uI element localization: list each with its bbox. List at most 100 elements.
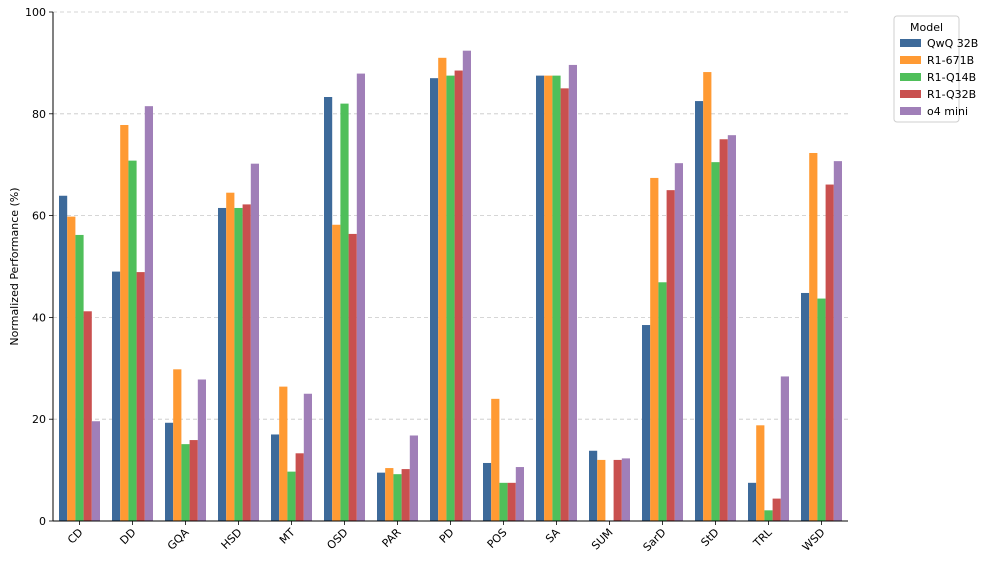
bar — [462, 50, 471, 522]
x-tick-label: SarD — [641, 526, 669, 554]
x-tick-label: GQA — [165, 526, 192, 553]
bar — [128, 160, 137, 522]
bar — [568, 64, 577, 521]
bar — [271, 434, 280, 521]
bar — [507, 482, 516, 521]
bar — [666, 190, 675, 521]
bar — [59, 195, 68, 521]
bar — [165, 422, 174, 521]
bar — [711, 162, 720, 521]
bar — [719, 139, 728, 521]
bar — [226, 192, 235, 521]
x-tick-label: PAR — [380, 526, 404, 550]
bar — [250, 163, 259, 521]
bar — [642, 325, 651, 521]
bar — [303, 393, 312, 521]
bar — [173, 369, 182, 521]
y-axis-title: Normalized Performance (%) — [8, 187, 21, 345]
bar — [197, 379, 206, 521]
bar — [218, 207, 227, 521]
bar — [817, 298, 826, 521]
y-tick-label: 100 — [25, 6, 46, 19]
bar — [446, 75, 455, 521]
bar — [825, 184, 834, 521]
x-tick-label: SUM — [589, 526, 616, 553]
legend-entry-label: R1-Q14B — [927, 71, 976, 84]
bar — [181, 444, 190, 521]
bar — [536, 75, 545, 521]
bar — [401, 469, 410, 521]
bar — [772, 498, 781, 521]
legend-swatch — [900, 90, 921, 98]
bar — [589, 450, 598, 521]
x-tick-label: OSD — [324, 526, 350, 552]
bar — [658, 282, 667, 521]
bar — [340, 103, 349, 522]
bar — [409, 435, 418, 521]
x-tick-label: HSD — [219, 526, 245, 552]
bar — [136, 272, 145, 521]
bar — [385, 468, 394, 521]
bar — [348, 233, 357, 521]
bar — [189, 440, 198, 521]
x-tick-label: PD — [437, 526, 457, 546]
bar — [279, 386, 288, 521]
bar — [393, 474, 402, 521]
bar — [91, 421, 100, 521]
bar — [621, 458, 630, 521]
y-tick-label: 20 — [32, 413, 46, 426]
bar — [650, 177, 659, 521]
x-tick-label: POS — [485, 526, 510, 551]
bars — [59, 50, 842, 522]
x-tick-label: WSD — [800, 526, 828, 554]
bar — [144, 106, 153, 521]
bar — [756, 425, 765, 521]
bar — [674, 163, 683, 521]
x-tick-label: StD — [698, 526, 721, 549]
bar — [83, 311, 92, 521]
bar — [748, 482, 757, 521]
bar — [332, 224, 341, 521]
bar — [242, 204, 251, 522]
bar — [120, 124, 129, 522]
bar — [613, 459, 622, 521]
bar — [809, 152, 818, 522]
x-tick-label: CD — [65, 526, 86, 547]
y-tick-label: 80 — [32, 108, 46, 121]
bar — [287, 471, 296, 521]
bar — [377, 472, 386, 521]
y-tick-labels: 0 20 40 60 80 100 — [25, 6, 53, 528]
bar — [491, 398, 500, 521]
y-tick-label: 40 — [32, 311, 46, 324]
bar — [499, 482, 508, 521]
legend: Model QwQ 32B R1-671B R1-Q14B R1-Q32B o4 mini — [893, 15, 978, 123]
legend-swatch — [900, 107, 921, 115]
bar — [727, 135, 736, 522]
bar — [112, 271, 121, 521]
bar — [438, 57, 447, 522]
bar — [295, 453, 304, 521]
bar — [833, 161, 842, 521]
bar — [234, 207, 243, 521]
bar — [483, 462, 492, 521]
legend-swatch — [900, 39, 921, 47]
legend-entry-label: R1-Q32B — [927, 88, 976, 101]
legend-swatch — [900, 56, 921, 64]
bar — [430, 78, 439, 522]
bar — [324, 97, 333, 522]
x-tick-label: SA — [543, 526, 563, 546]
bar — [695, 101, 704, 521]
bar — [544, 75, 553, 521]
bar — [67, 216, 76, 522]
x-tick-label: DD — [117, 526, 138, 547]
x-tick-label: MT — [277, 526, 298, 547]
bar — [764, 510, 773, 521]
bar — [703, 72, 712, 521]
legend-swatch — [900, 73, 921, 81]
y-tick-label: 60 — [32, 210, 46, 223]
x-tick-label: TRL — [750, 525, 775, 550]
bar — [552, 75, 561, 521]
bar — [780, 376, 789, 521]
